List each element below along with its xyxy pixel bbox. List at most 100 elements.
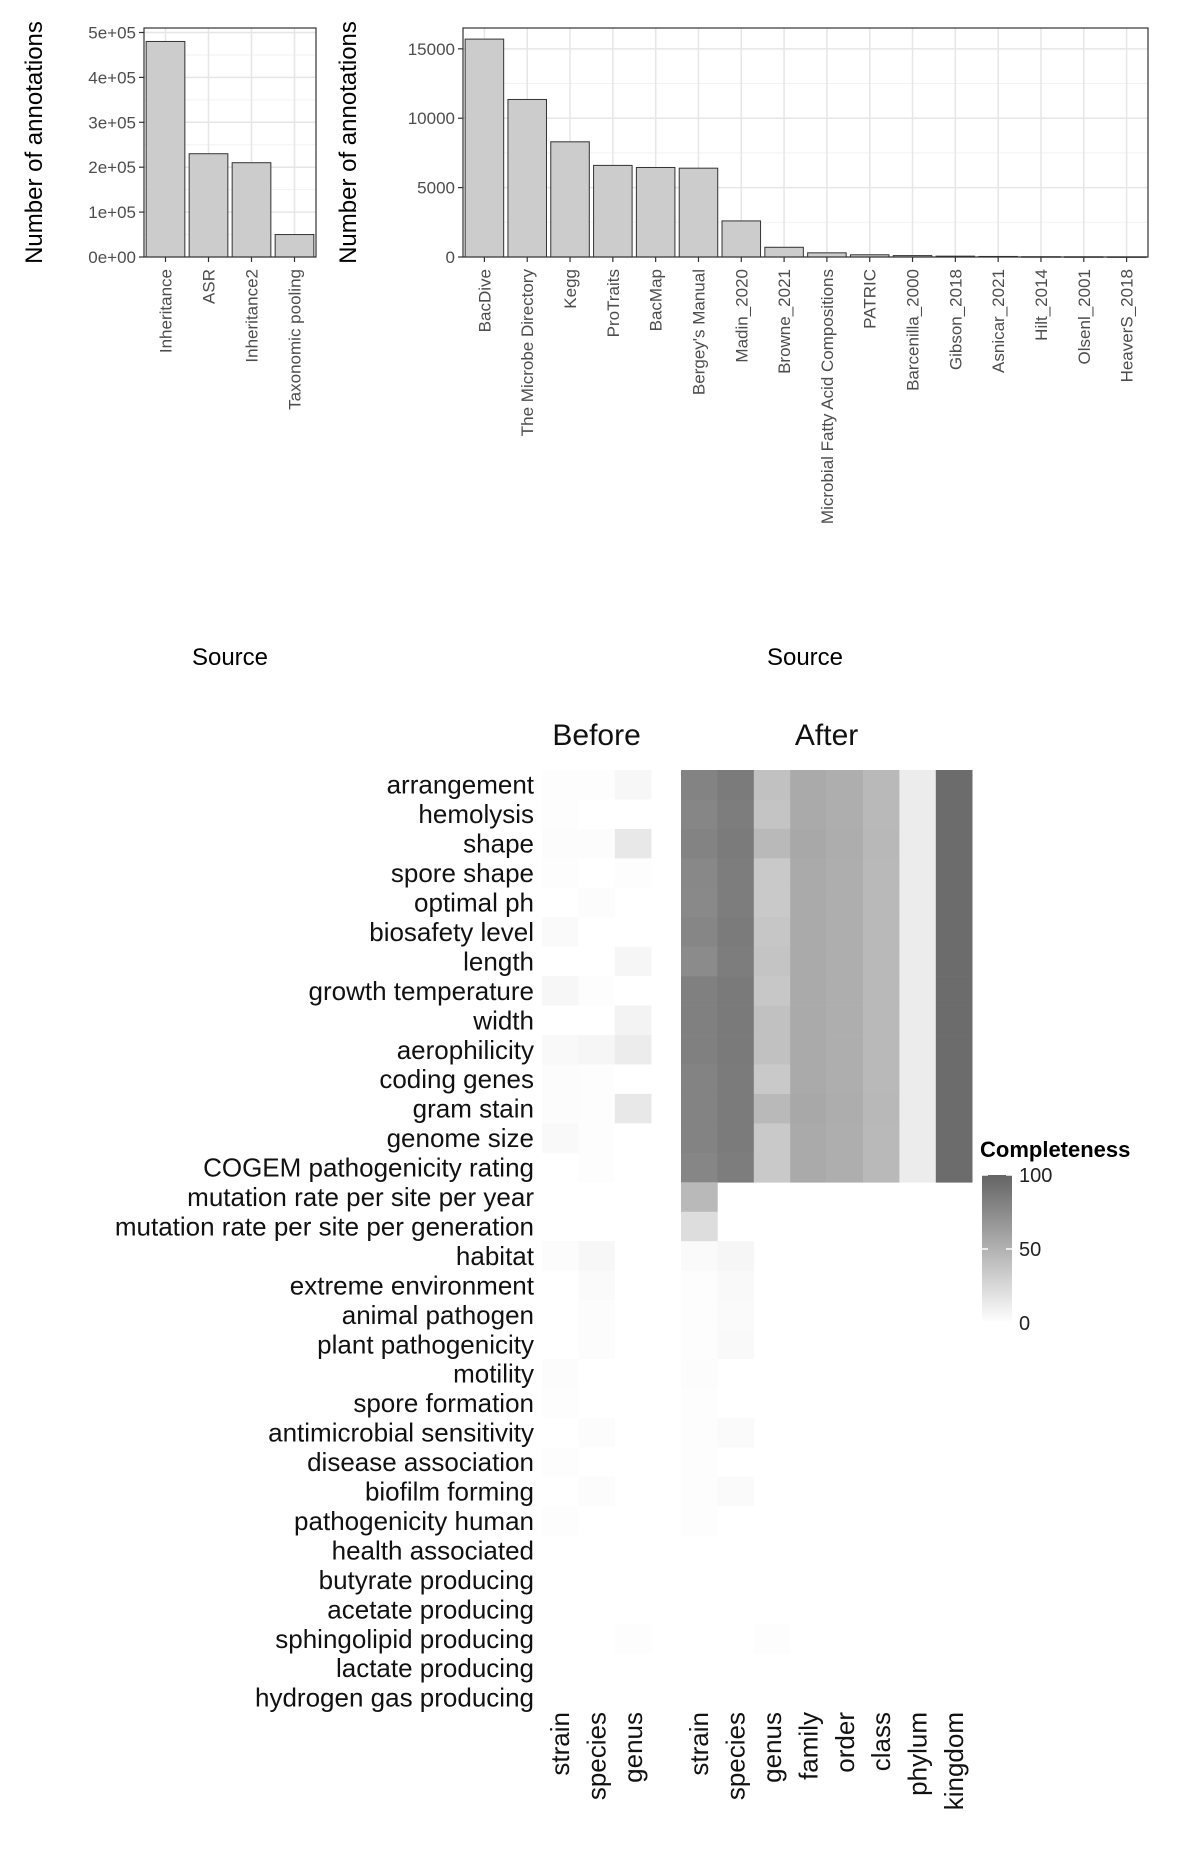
heatmap-cell-before [578,828,616,859]
row-label: length [463,946,534,976]
row-label: growth temperature [309,976,534,1006]
heatmap-cell-after [753,858,791,889]
row-label: extreme environment [290,1270,535,1300]
heatmap-cell-before [542,799,579,830]
heatmap-cell-before [614,1035,652,1065]
heatmap-cell-before [542,1594,579,1625]
row-label: lactate producing [336,1653,534,1683]
heatmap-cell-before [578,1241,616,1271]
heatmap-cell-before [542,1653,579,1684]
heatmap-cell-after [717,1093,755,1124]
heatmap-cell-before [614,828,652,859]
heatmap-cell-after [863,1152,900,1183]
heatmap-cell-before [542,1535,579,1566]
heatmap-cell-before [614,1270,652,1301]
heatmap-cell-before [542,887,579,918]
heatmap-cell-after [717,1329,755,1360]
heatmap-cell-before [542,1447,579,1478]
heatmap-cell-after [681,1064,718,1095]
y-axis-title: Number of annotations [335,21,362,264]
x-tick-label: ASR [200,269,219,304]
bar [274,234,315,258]
x-tick-label: BacMap [647,269,666,331]
heatmap-cell-before [542,1064,579,1095]
heatmap-cell-before [542,770,579,800]
row-label: sphingolipid producing [275,1624,534,1654]
heatmap-cell-after [935,1005,973,1036]
row-label: mutation rate per site per generation [115,1211,534,1241]
heatmap-cell-after [717,1359,755,1389]
heatmap-cell-after [753,770,791,800]
column-label: genus [757,1712,787,1783]
plot-border [143,27,317,258]
heatmap-cell-after [790,770,827,800]
row-label: health associated [332,1535,534,1565]
bar [807,252,847,258]
row-label: aerophilicity [397,1035,534,1065]
heatmap-cell-after [681,917,718,947]
x-tick-label: Hilt_2014 [1032,269,1051,341]
heatmap-cell-after [863,1005,900,1036]
heatmap-cell-after [899,917,937,947]
heatmap-cell-after [899,887,937,918]
column-label: kingdom [939,1712,969,1810]
heatmap-cell-before [614,1476,652,1507]
bar [464,38,505,258]
x-tick-label: Asnicar_2021 [989,269,1008,373]
heatmap-cell-after [899,1005,937,1036]
heatmap-cell-after [826,946,864,977]
heatmap-cell-before [542,1211,579,1242]
bar [507,98,547,258]
bar [145,40,186,258]
heatmap-cell-after [681,1624,718,1654]
heatmap-cell-after [826,1064,864,1095]
bar [231,162,272,258]
heatmap-cell-after [717,1270,755,1301]
heatmap-cell-before [578,1064,616,1095]
bar [678,167,719,258]
heatmap-cell-after [790,976,827,1006]
heatmap-cell-after [753,1624,791,1654]
x-tick-label: Bergey's Manual [689,269,708,395]
row-label: mutation rate per site per year [187,1182,534,1212]
heatmap-cell-before [578,1565,616,1595]
y-tick-label: 0e+00 [88,248,136,267]
x-tick-label: PATRIC [861,269,880,329]
heatmap-cell-after [863,799,900,830]
heatmap-cell-after [899,1123,937,1154]
x-tick-label: Inheritance [157,269,176,353]
row-label: width [472,1005,534,1035]
heatmap-cell-after [717,1152,755,1183]
heatmap-cell-before [614,1123,652,1154]
heatmap-cell-before [542,1270,579,1301]
heatmap-cell-before [614,1594,652,1625]
heatmap-cell-after [681,828,718,859]
heatmap-cell-before [542,1123,579,1154]
heatmap-cell-after [753,917,791,947]
heatmap-cell-after [681,770,718,800]
x-tick-label: Kegg [561,269,580,309]
heatmap-cell-after [681,1388,718,1419]
x-tick-label: ProTraits [604,269,623,337]
heatmap-cell-after [863,976,900,1006]
legend-tick-label: 100 [1019,1165,1052,1187]
bar-chart-curated-sources: 0 5000 10000 15000 BacDive The Microbe Direct… [335,21,1149,671]
heatmap-cell-before [542,1388,579,1419]
heatmap-cell-after [790,828,827,859]
heatmap-cell-after [899,1152,937,1183]
y-tick-label: 1e+05 [88,203,136,222]
heatmap-cell-before [542,1682,579,1713]
heatmap-cell-after [681,1035,718,1065]
heatmap-cell-before [578,1388,616,1419]
y-tick-label: 15000 [408,40,455,59]
heatmap-cell-after [790,799,827,830]
heatmap-cell-before [614,1093,652,1124]
heatmap-cell-before [578,1653,616,1684]
y-tick-label: 10000 [408,109,455,128]
heatmap-cell-before [578,1093,616,1124]
x-tick-label: Madin_2020 [732,269,751,363]
completeness-legend: Completeness 0 50 100 [980,1137,1130,1335]
heatmap-cell-after [790,917,827,947]
heatmap-cell-after [753,887,791,918]
row-label: butyrate producing [319,1565,534,1595]
